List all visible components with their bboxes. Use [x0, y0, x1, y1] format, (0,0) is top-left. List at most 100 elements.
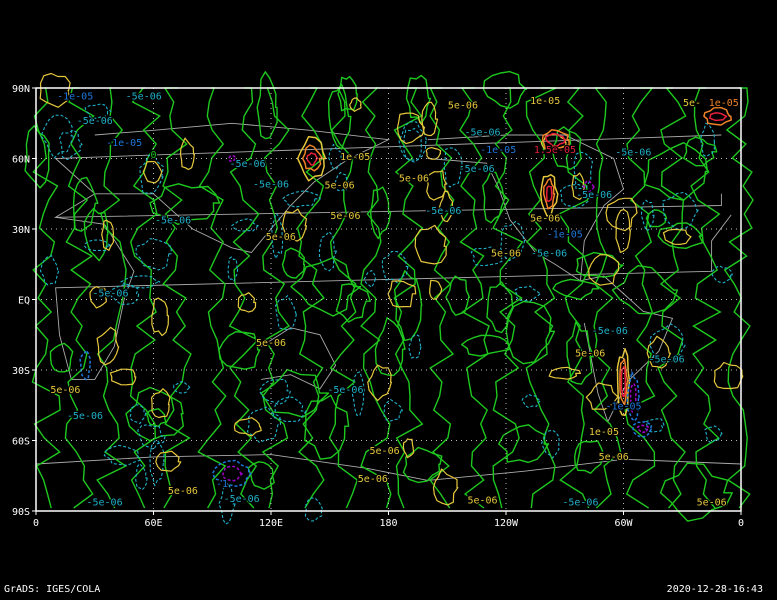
contour [588, 254, 620, 286]
contour [704, 425, 723, 444]
contour [149, 183, 221, 225]
contour [103, 444, 141, 466]
contour [398, 121, 428, 161]
contour [521, 393, 541, 409]
lat-tick-label: 30S [12, 366, 30, 377]
contour [432, 468, 459, 506]
contour-label: 1e-05 [589, 427, 619, 438]
contour-label: 5e-06 [370, 446, 400, 457]
contour [151, 388, 171, 419]
contour [393, 270, 423, 342]
grid-lines [36, 88, 741, 511]
contour-label: 5e-06 [256, 338, 286, 349]
contour [645, 418, 665, 433]
contour [135, 463, 148, 491]
zero-contour [31, 87, 61, 509]
contour [657, 222, 704, 249]
contour [662, 191, 699, 230]
contour [173, 380, 191, 394]
contour [425, 147, 442, 160]
contour [39, 255, 60, 286]
contour [155, 450, 182, 472]
contour [125, 386, 184, 442]
contour [438, 190, 454, 223]
contour [327, 83, 352, 150]
contour [260, 368, 330, 418]
contour [611, 265, 678, 315]
contour [403, 127, 422, 163]
contour [231, 218, 259, 232]
contour [615, 209, 631, 253]
contour [662, 228, 692, 245]
contour [620, 365, 627, 398]
contour [498, 424, 550, 464]
contour [367, 364, 392, 402]
contour-label: -5e-06 [155, 216, 191, 227]
contour-label: 1e-05 [530, 96, 560, 107]
contour-label: 1.5e-05 [534, 145, 576, 156]
contour-label: -5e-06 [531, 249, 567, 260]
contour-label: 5e-06 [599, 452, 629, 463]
contour [574, 440, 606, 474]
zero-contour [261, 87, 291, 509]
zero-contour [129, 87, 161, 509]
contour [703, 106, 732, 126]
contour [649, 323, 686, 364]
contour [505, 300, 556, 365]
contour [39, 72, 71, 108]
contour-label: 5e-06 [399, 173, 429, 184]
lon-tick-label: 120E [259, 518, 283, 529]
contour [545, 132, 566, 147]
contour-label: 1e-05 [709, 98, 739, 109]
contour [369, 186, 392, 240]
contour [582, 180, 595, 193]
contour [605, 197, 638, 232]
contour [83, 207, 109, 262]
contour [552, 278, 600, 301]
contour-label: 0 [150, 150, 156, 161]
contour [573, 151, 593, 192]
contour [296, 135, 327, 182]
lon-tick-label: 180 [379, 518, 397, 529]
contour [643, 142, 709, 201]
contour [179, 137, 195, 171]
contour [227, 154, 236, 163]
contour [421, 101, 439, 137]
zero-contour [459, 87, 490, 509]
contour [542, 177, 556, 210]
contour [129, 404, 147, 425]
contour-label: -5e-06 [224, 494, 260, 505]
contour [414, 224, 447, 265]
coastlines [35, 122, 742, 481]
zero-contour [657, 87, 687, 509]
contour [405, 74, 432, 124]
lat-tick-label: 90S [12, 507, 30, 518]
contour [374, 317, 406, 377]
contour [247, 461, 275, 490]
contour [282, 190, 321, 208]
lat-tick-label: EQ [18, 296, 30, 307]
lon-tick-label: 120W [494, 518, 519, 529]
contour [96, 326, 120, 366]
contour-label: -5e-06 [464, 128, 500, 139]
contour [349, 97, 362, 112]
zero-contour [96, 87, 128, 509]
contour [443, 147, 463, 188]
contour [659, 462, 733, 522]
contour [137, 424, 166, 450]
contour-label: -5e-06 [649, 354, 685, 365]
contour [545, 185, 553, 203]
contour [49, 342, 74, 373]
zero-contour [492, 87, 524, 509]
contour [396, 112, 426, 145]
contour [145, 408, 167, 428]
contour-labels: -1e-05 -5e-06 -5e-06 -1e-05 0 -5e-06 -5e-06 -5e… [49, 90, 740, 510]
contour-label: -1e-05 [57, 92, 93, 103]
contour [281, 247, 306, 279]
contour [514, 285, 541, 302]
contour-label: -5e-06 [562, 498, 598, 509]
contour [222, 465, 244, 482]
contour [218, 331, 261, 370]
zero-contour [558, 87, 590, 509]
